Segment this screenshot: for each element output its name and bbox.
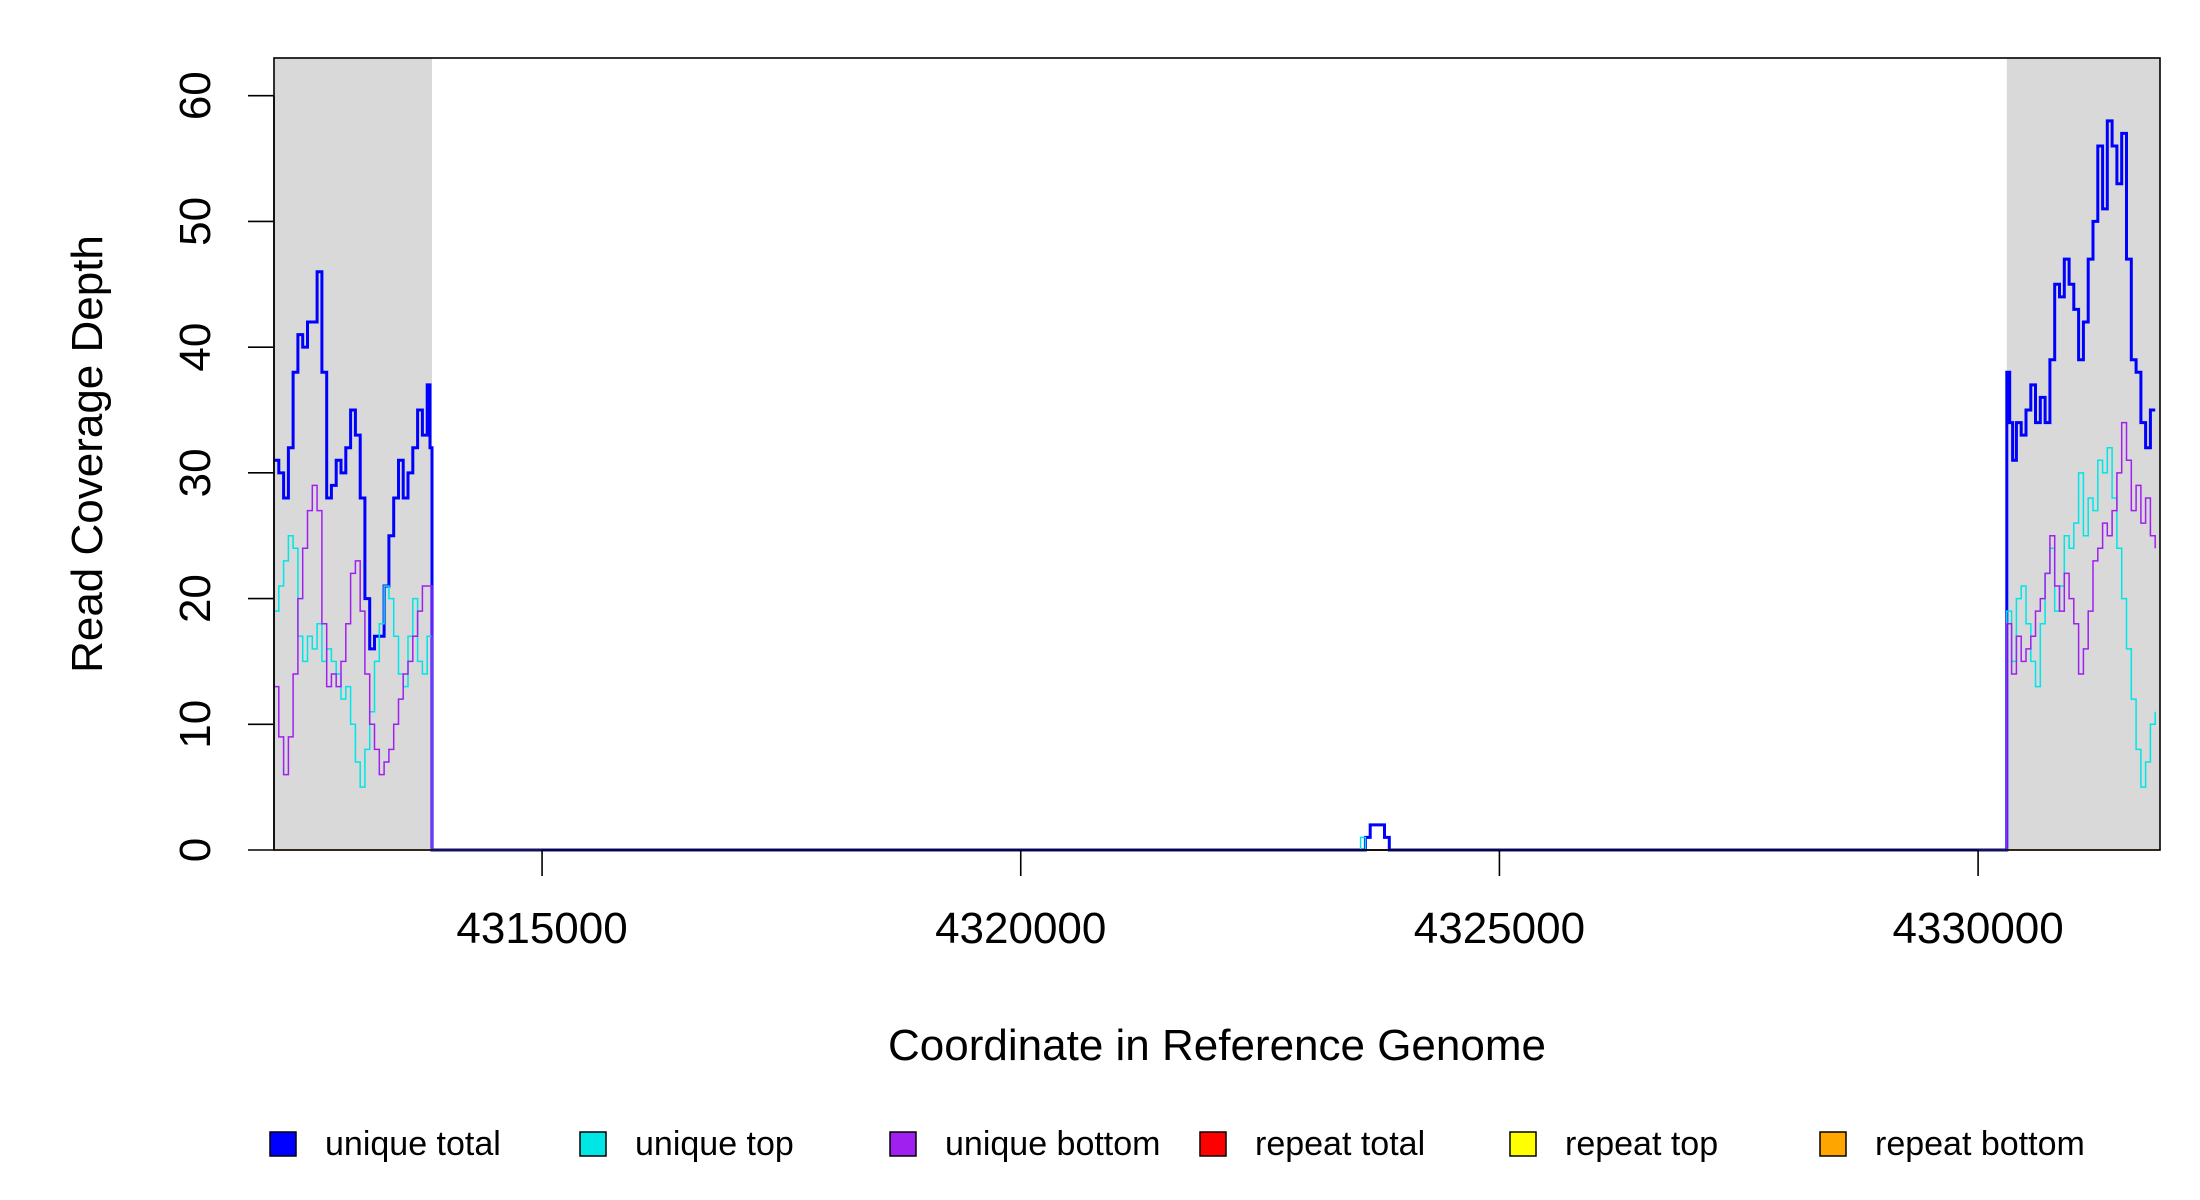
legend-swatch <box>1199 1131 1227 1157</box>
series-line-unique-bottom <box>274 421 2156 851</box>
y-tick-label: 40 <box>171 323 220 372</box>
legend-swatch <box>579 1131 607 1157</box>
legend-label: unique total <box>325 1125 501 1163</box>
x-tick-label: 4330000 <box>1892 904 2063 953</box>
x-axis-label: Coordinate in Reference Genome <box>888 1021 1546 1070</box>
series-lines <box>274 119 2160 852</box>
legend-label: repeat bottom <box>1875 1125 2085 1163</box>
legend-label: unique top <box>635 1125 794 1163</box>
shaded-regions <box>274 58 2160 850</box>
series-line-unique-top <box>274 446 2156 851</box>
legend-label: unique bottom <box>945 1125 1161 1163</box>
legend-swatch <box>1819 1131 1847 1157</box>
x-tick-label: 4320000 <box>935 904 1106 953</box>
plot-frame <box>273 57 2161 851</box>
legend-label: repeat total <box>1255 1125 1425 1163</box>
legend-swatch <box>269 1131 297 1157</box>
y-tick-label: 30 <box>171 448 220 497</box>
y-tick-label: 50 <box>171 197 220 246</box>
y-axis: 0 10 20 30 40 50 60 <box>171 71 275 862</box>
y-tick-label: 20 <box>171 574 220 623</box>
x-tick-label: 4325000 <box>1414 904 1585 953</box>
series-line-unique-total <box>274 119 2156 852</box>
y-tick-label: 0 <box>171 838 220 862</box>
legend: unique total unique top unique bottom repea… <box>269 1125 2085 1163</box>
y-tick-label: 60 <box>171 71 220 120</box>
legend-swatch <box>1509 1131 1537 1157</box>
shaded-region <box>2006 58 2160 850</box>
x-axis: 4315000 4320000 4325000 4330000 <box>456 849 2064 953</box>
y-tick-label: 10 <box>171 700 220 749</box>
legend-label: repeat top <box>1565 1125 1718 1163</box>
legend-swatch <box>889 1131 917 1157</box>
y-axis-label: Read Coverage Depth <box>63 235 112 673</box>
x-tick-label: 4315000 <box>456 904 627 953</box>
shaded-region <box>274 58 432 850</box>
